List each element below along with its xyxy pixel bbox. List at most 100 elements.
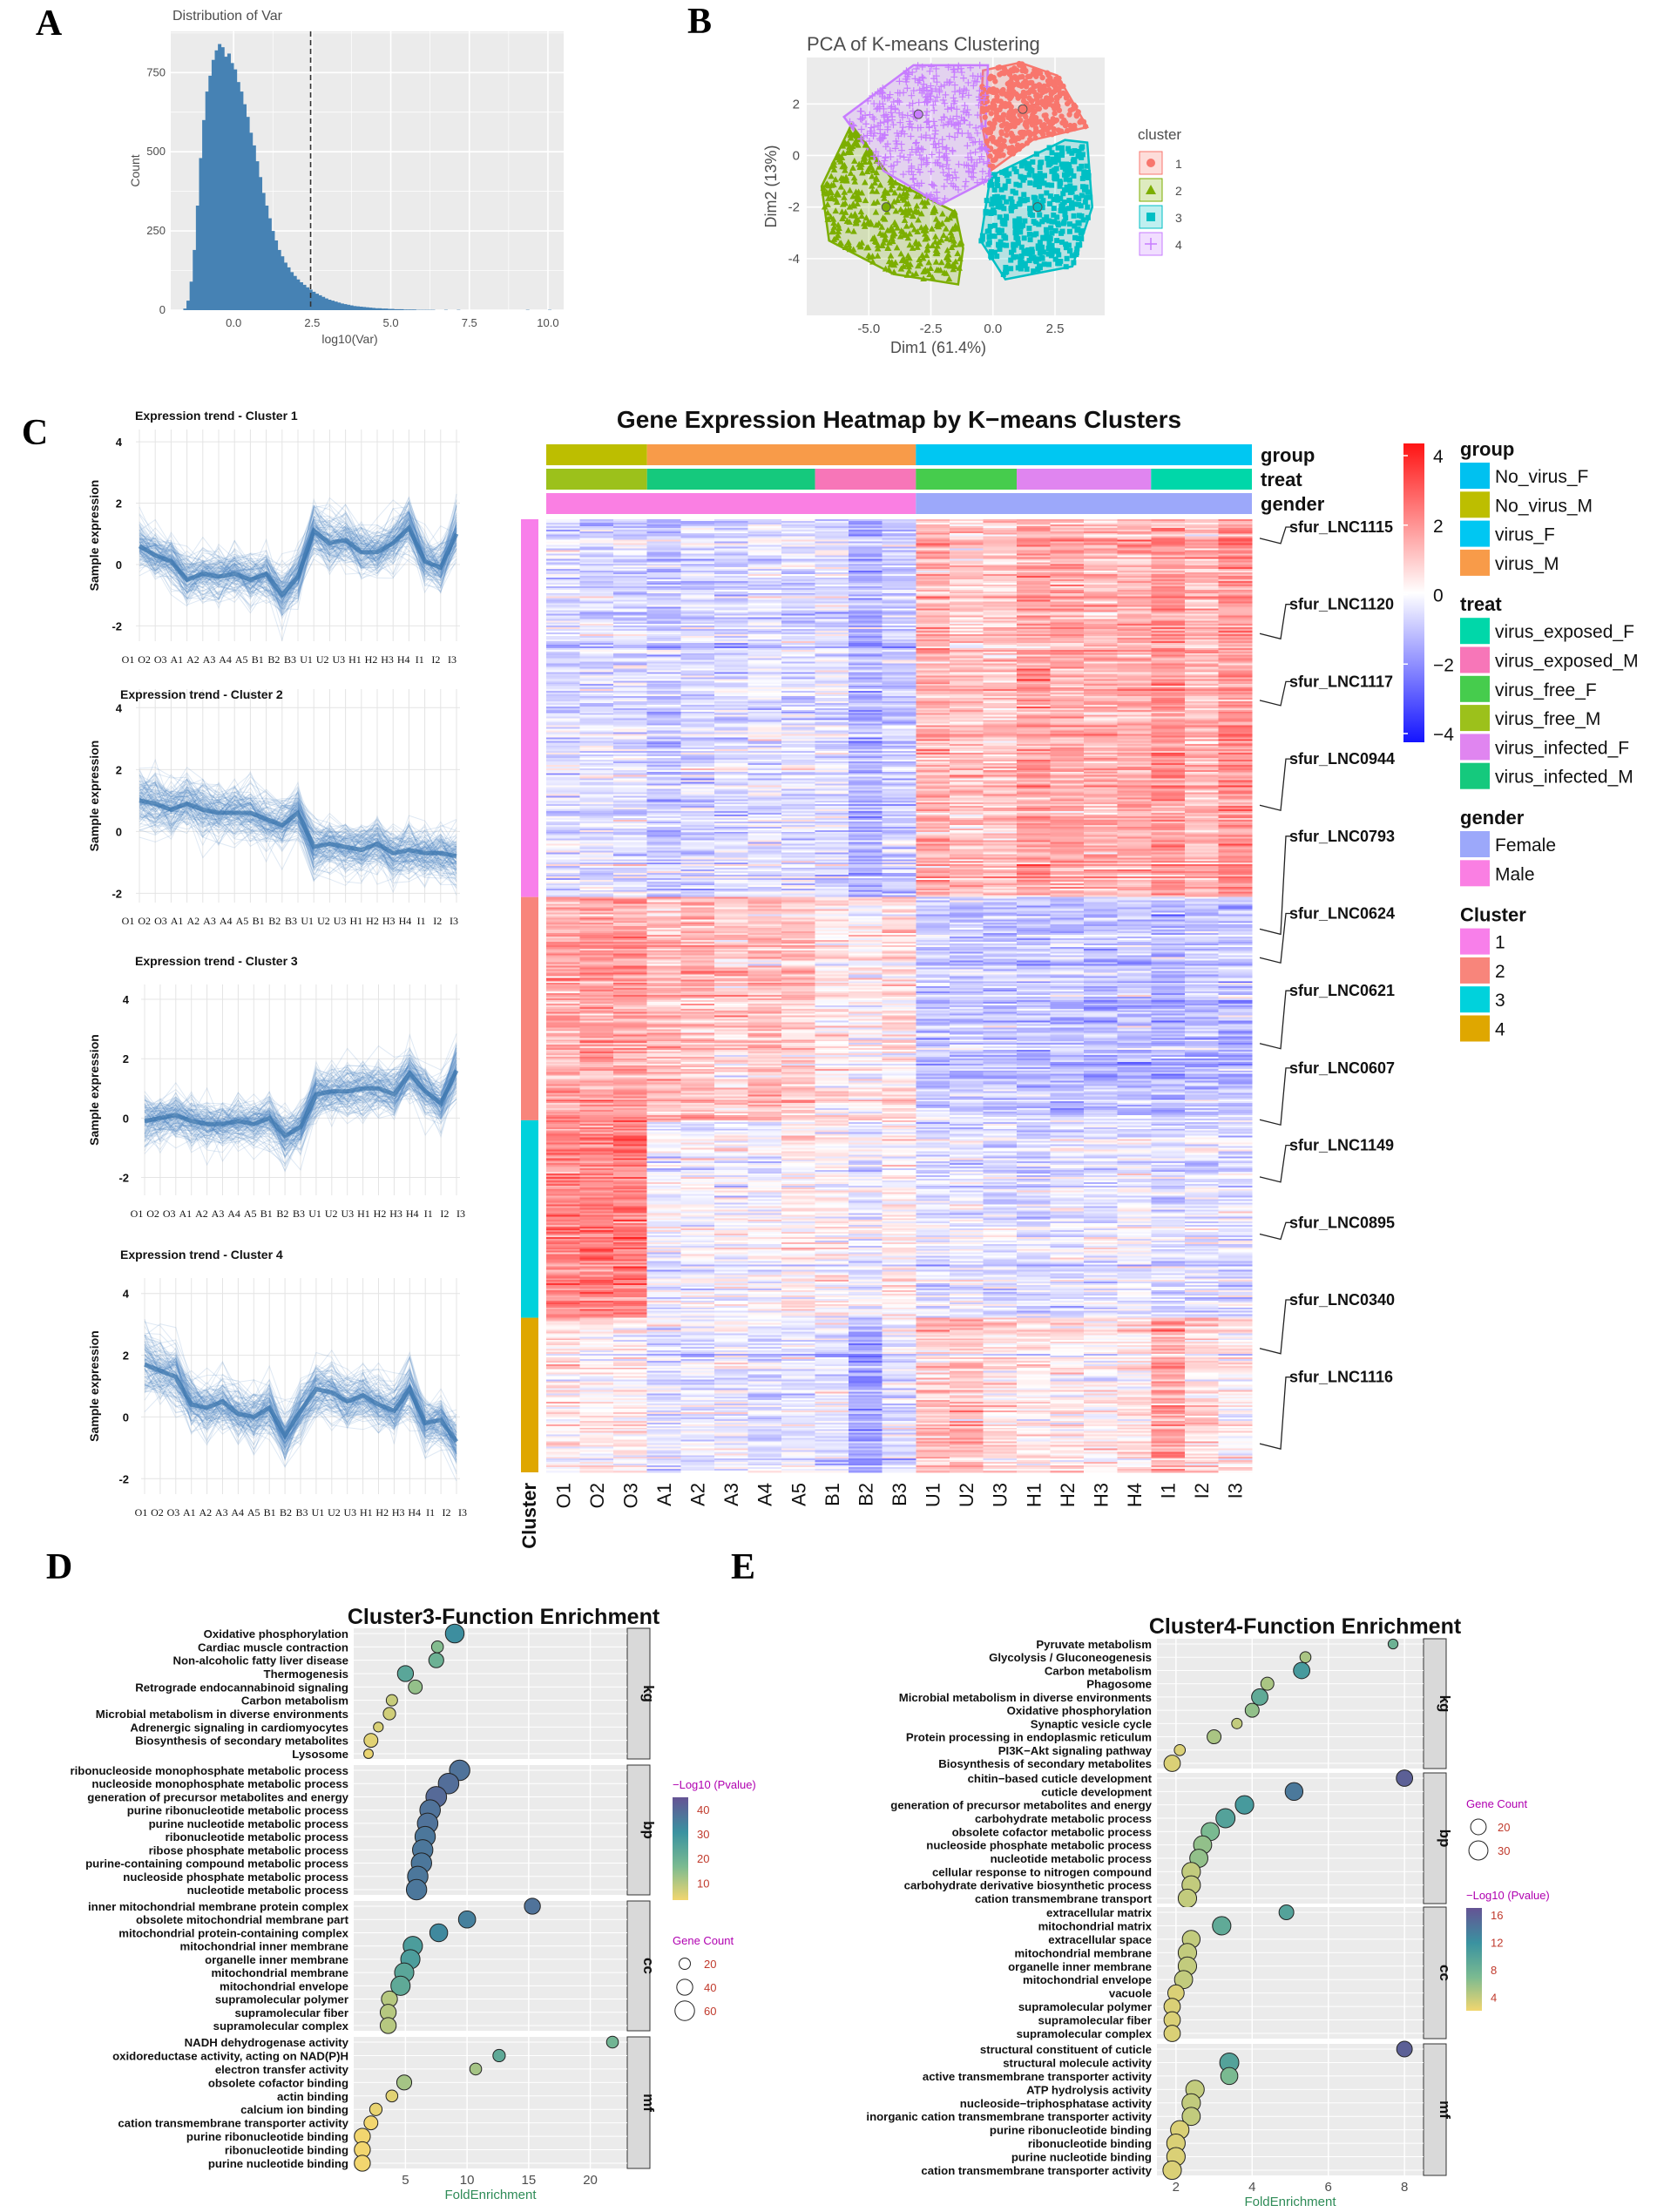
point [894, 158, 902, 166]
annotation-group-segment [646, 444, 916, 465]
histogram-bar [183, 308, 187, 310]
point [977, 123, 985, 131]
point [878, 223, 886, 230]
point [840, 149, 847, 156]
x-tick-label: H4 [399, 915, 412, 927]
point [927, 82, 935, 90]
point [953, 112, 961, 120]
point [903, 75, 911, 83]
trend-line [139, 512, 457, 595]
panel-label-A: A [36, 3, 63, 44]
point [1066, 148, 1072, 154]
point [922, 235, 929, 242]
point [1031, 172, 1038, 179]
x-tick-label: A5 [244, 1207, 257, 1220]
point [957, 69, 965, 77]
histogram-bar [387, 308, 391, 310]
point [931, 126, 939, 134]
point [894, 196, 902, 203]
point [869, 187, 876, 194]
trend-line [139, 523, 457, 594]
histogram-bar [355, 306, 360, 310]
point [917, 224, 925, 231]
point [1032, 258, 1038, 264]
x-tick-label: I2 [431, 653, 440, 666]
trend-line [139, 517, 457, 595]
point [919, 145, 927, 153]
point [1069, 200, 1075, 206]
point [1079, 163, 1085, 169]
x-tick-label: A3 [215, 1506, 228, 1519]
x-tick-label: H3 [392, 1506, 405, 1519]
x-tick-label: H3 [389, 1207, 402, 1220]
point [839, 200, 847, 207]
histogram-bar [246, 117, 250, 310]
y-axis-label: Dim2 (13%) [762, 145, 780, 227]
point [915, 216, 922, 223]
point [1014, 142, 1021, 148]
heatmap-cells [546, 519, 1253, 1473]
point [828, 228, 836, 235]
point [945, 132, 953, 140]
point [884, 116, 892, 124]
point [957, 240, 964, 247]
point [1047, 236, 1053, 242]
point [957, 120, 964, 128]
histogram-bar [400, 308, 404, 310]
point [1027, 166, 1033, 172]
point [830, 166, 838, 172]
point [932, 249, 940, 256]
point [951, 262, 958, 269]
point [935, 139, 943, 147]
x-tick-label: H1 [357, 1207, 370, 1220]
histogram-bar [381, 308, 385, 310]
point [889, 234, 896, 241]
histogram-bar [314, 294, 319, 310]
point [905, 209, 913, 216]
trend-title-cluster-2: Expression trend - Cluster 2 [120, 687, 283, 701]
point [943, 105, 951, 113]
point [1083, 194, 1089, 200]
point [1011, 115, 1018, 122]
point [1021, 129, 1028, 136]
point [1058, 179, 1064, 186]
trend-line [139, 539, 457, 603]
x-tick-label: O1 [131, 1207, 144, 1220]
point [838, 153, 846, 160]
point [1027, 206, 1033, 212]
point [863, 244, 870, 251]
point [1027, 212, 1033, 218]
point [992, 78, 998, 85]
y-tick-label: 2 [123, 1052, 129, 1065]
point [903, 112, 911, 119]
point [841, 188, 849, 195]
point [944, 165, 952, 172]
point [960, 116, 968, 124]
point [998, 204, 1004, 210]
point [833, 233, 840, 240]
point [960, 161, 968, 169]
trend-line [139, 524, 457, 609]
point [875, 159, 883, 166]
point [1062, 211, 1068, 217]
point [950, 241, 958, 248]
point [1057, 260, 1063, 267]
point [876, 181, 884, 188]
y-tick-label: 4 [116, 701, 123, 714]
point [1012, 218, 1018, 224]
annotation-treat-segment [646, 469, 815, 490]
point [991, 103, 998, 109]
point [876, 220, 883, 227]
point [842, 243, 849, 250]
point [1002, 183, 1008, 189]
point [872, 208, 880, 215]
point [1054, 238, 1060, 244]
point [1056, 252, 1062, 258]
point [930, 195, 938, 203]
point [955, 125, 963, 133]
point [1020, 89, 1027, 96]
point [1017, 182, 1023, 188]
point [954, 129, 962, 137]
point [986, 228, 992, 234]
point [1038, 123, 1045, 129]
